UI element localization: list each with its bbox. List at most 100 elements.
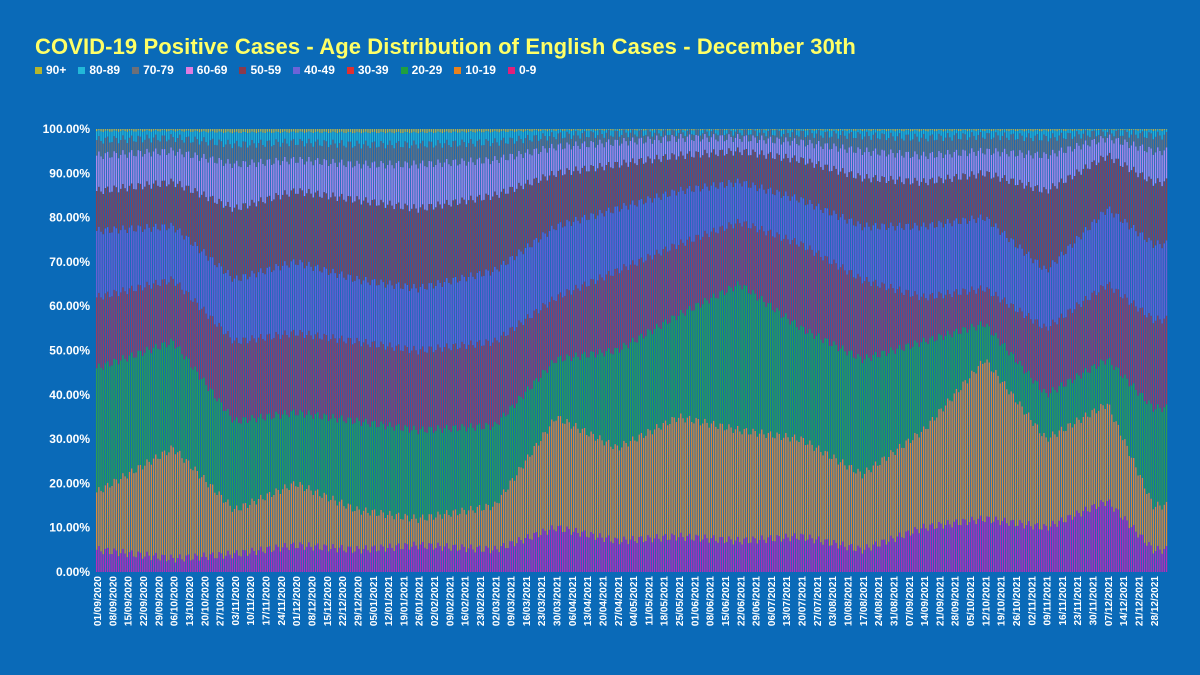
bar-segment [426, 289, 428, 353]
bar-segment [708, 141, 710, 158]
bar-segment [1062, 431, 1065, 523]
bar-segment [592, 352, 594, 434]
bar-segment [798, 442, 800, 540]
bar-segment [610, 446, 612, 542]
bar-segment [752, 182, 754, 224]
bar-segment [124, 139, 126, 155]
bar-segment [583, 530, 586, 572]
bar-segment [155, 129, 157, 131]
bar-segment [332, 131, 334, 140]
bar-segment [100, 297, 102, 368]
bar-segment [325, 545, 328, 572]
bar-segment [360, 553, 363, 572]
bar-segment [505, 416, 507, 492]
bar-segment [1157, 404, 1159, 502]
bar-segment [551, 525, 553, 572]
bar-segment [903, 447, 905, 539]
bar-segment [365, 276, 367, 339]
bar-segment [645, 162, 647, 203]
bar-segment [984, 138, 986, 155]
bar-segment [623, 342, 625, 441]
bar-segment [233, 143, 236, 164]
bar-segment [973, 219, 975, 290]
bar-segment [1130, 303, 1133, 386]
bar-segment [319, 338, 321, 419]
bar-segment [146, 181, 148, 225]
bar-segment [373, 131, 376, 142]
bar-segment [240, 147, 242, 168]
bar-segment [192, 192, 194, 246]
bar-segment [1049, 393, 1052, 438]
bar-segment [1041, 140, 1043, 158]
bar-segment [982, 175, 984, 220]
bar-segment [316, 332, 319, 413]
bar-segment [389, 160, 391, 201]
bar-segment [430, 129, 433, 132]
bar-segment [323, 131, 325, 141]
bar-segment [548, 129, 551, 131]
bar-segment [516, 141, 518, 157]
bar-segment [1060, 129, 1063, 133]
bar-segment [1115, 288, 1117, 367]
bar-segment [546, 236, 549, 308]
bar-segment [916, 136, 918, 155]
bar-segment [1157, 240, 1159, 316]
bar-segment [944, 137, 947, 155]
bar-segment [1100, 155, 1102, 212]
bar-segment [437, 344, 439, 426]
bar-segment [448, 548, 450, 572]
bar-segment [944, 335, 947, 406]
bar-segment [787, 196, 789, 240]
bar-segment [570, 138, 573, 150]
bar-segment [1154, 130, 1157, 137]
bar-segment [992, 335, 995, 373]
bar-segment [384, 517, 387, 552]
bar-segment [117, 158, 120, 193]
bar-segment [612, 168, 614, 214]
bar-segment [772, 236, 774, 311]
bar-segment [697, 418, 699, 536]
bar-segment [916, 294, 918, 343]
bar-segment [526, 386, 529, 455]
bar-segment [883, 177, 885, 225]
bar-segment [264, 129, 266, 134]
bar-segment [533, 148, 535, 179]
bar-segment [925, 298, 927, 343]
bar-segment [1060, 426, 1063, 518]
bar-segment [533, 129, 535, 131]
bar-segment [551, 360, 553, 420]
bar-segment [999, 525, 1001, 572]
bar-segment [627, 446, 629, 545]
bar-segment [216, 145, 218, 164]
bar-segment [1133, 225, 1135, 301]
bar-segment [1017, 248, 1019, 313]
bar-segment [246, 279, 249, 344]
bar-segment [428, 543, 430, 572]
bar-segment [421, 426, 424, 515]
bar-segment [614, 206, 616, 269]
bar-segment [481, 345, 483, 430]
bar-segment [1108, 152, 1111, 207]
bar-segment [605, 351, 608, 442]
bar-segment [421, 514, 424, 542]
bar-segment [907, 130, 910, 135]
bar-segment [467, 427, 470, 511]
bar-segment [365, 338, 367, 419]
bar-segment [1093, 129, 1095, 131]
bar-segment [1124, 294, 1126, 375]
bar-segment [456, 431, 459, 516]
bar-segment [612, 448, 614, 544]
bar-segment [1146, 130, 1148, 139]
bar-segment [461, 341, 463, 425]
bar-segment [524, 538, 527, 572]
bar-segment [890, 347, 892, 451]
bar-segment [590, 351, 592, 432]
bar-segment [885, 183, 888, 230]
bar-segment [120, 553, 122, 572]
bar-segment [883, 134, 885, 151]
bar-segment [292, 259, 295, 330]
bar-segment [1034, 259, 1036, 320]
bar-segment [1082, 372, 1085, 417]
bar-segment [831, 458, 833, 546]
bar-segment [782, 133, 785, 143]
